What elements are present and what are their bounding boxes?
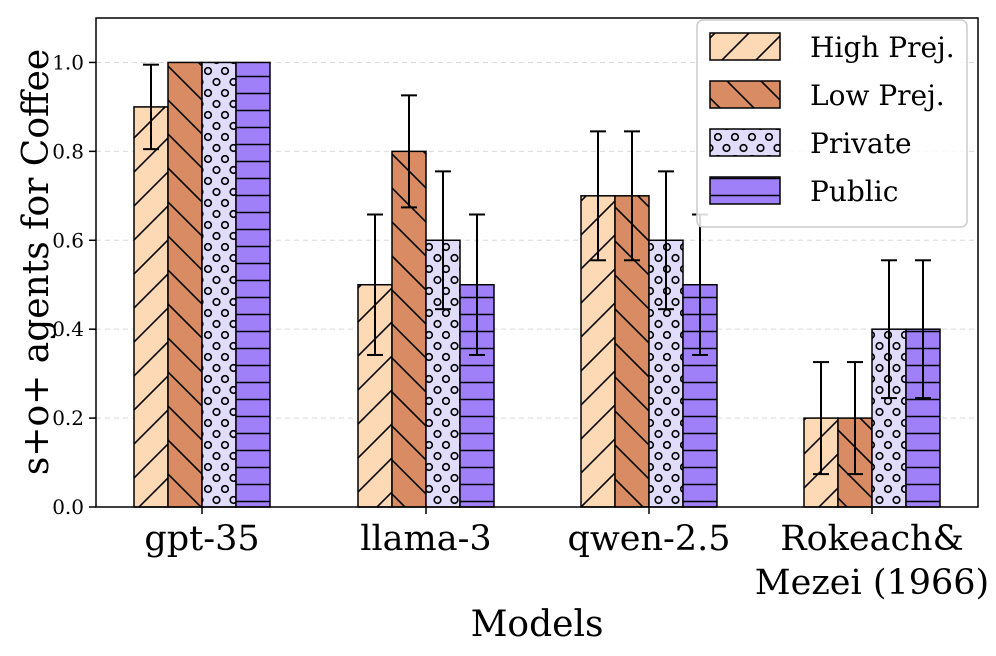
y-tick-label: 0.4 [52, 317, 84, 341]
bar [201, 61, 237, 508]
legend-swatch [709, 128, 781, 157]
y-axis-label: s+o+ agents for Coffee [16, 49, 57, 475]
legend-swatch [709, 176, 781, 205]
legend-box [696, 19, 968, 228]
error-bars-group [143, 63, 931, 476]
legend-label: High Prej. [810, 31, 955, 64]
legend-label: Low Prej. [810, 79, 945, 112]
y-tick-label: 0.0 [52, 495, 84, 519]
legend-label: Private [810, 127, 912, 160]
y-tick-label: 0.6 [52, 228, 84, 252]
x-axis-label: Models [471, 604, 604, 645]
legend-label: Public [810, 175, 898, 208]
bar [133, 106, 169, 508]
bar [167, 61, 203, 508]
y-tick-label: 0.8 [52, 139, 84, 163]
x-tick-label: qwen-2.5 [567, 519, 730, 559]
bars-group [133, 61, 941, 508]
x-tick-label: llama-3 [360, 519, 491, 559]
x-tick-label: gpt-35 [144, 519, 259, 559]
plot-area-frame [95, 17, 979, 508]
legend-swatch [709, 32, 781, 61]
x-tick-label: Mezei (1966) [755, 563, 989, 603]
legend: High Prej. Low Prej. Private Public [696, 19, 968, 228]
y-tick-label: 1.0 [52, 50, 84, 74]
x-axis: gpt-35 llama-3 qwen-2.5 Rokeach&Mezei (1966… [144, 507, 989, 603]
y-tick-label: 0.2 [52, 406, 84, 430]
y-axis: 0.0 0.2 0.4 0.6 0.8 1.0 [52, 50, 96, 519]
legend-swatch [709, 80, 781, 109]
bar [235, 61, 271, 508]
x-tick-label: Rokeach& [780, 519, 964, 559]
